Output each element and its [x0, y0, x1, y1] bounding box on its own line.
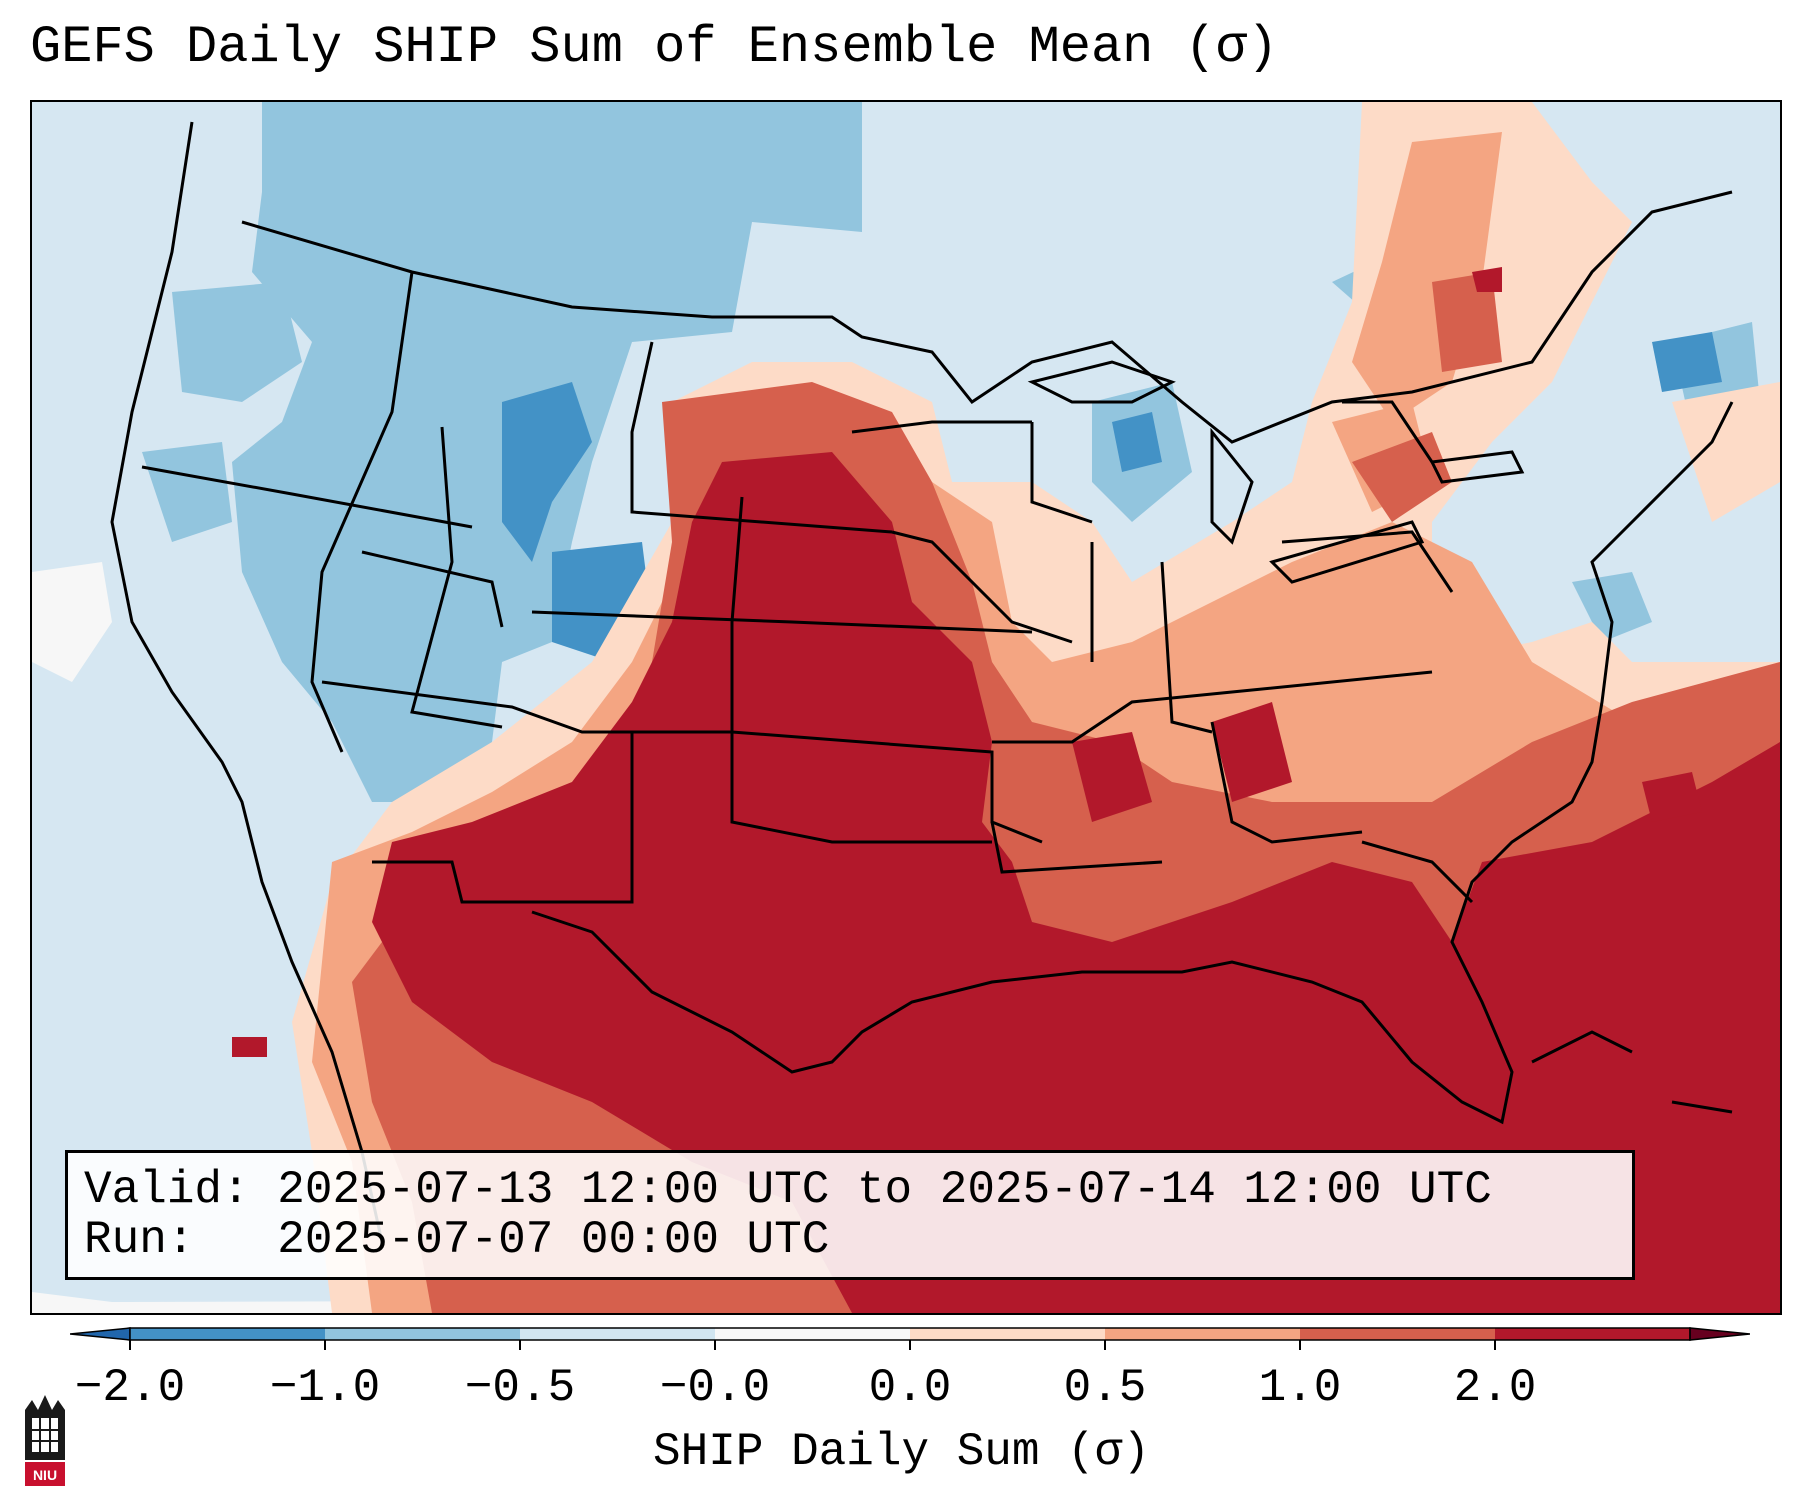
run-value: 2025-07-07 00:00 UTC [277, 1214, 830, 1266]
colorbar-segment [1495, 1328, 1690, 1340]
boundary-lines [110, 121, 1734, 1243]
colorbar [69, 1318, 1751, 1363]
colorbar-tick-label: −0.0 [659, 1362, 771, 1414]
colorbar-label: SHIP Daily Sum (σ) [653, 1426, 1150, 1478]
colorbar-segment [130, 1328, 325, 1340]
extreme-above-normal-region [232, 267, 1780, 1313]
niu-castle-icon: NIU [25, 1395, 65, 1486]
colorbar-tick-label: 0.5 [1063, 1362, 1147, 1414]
colorbar-tick-label: 2.0 [1453, 1362, 1537, 1414]
colorbar-segment [325, 1328, 520, 1340]
valid-row: Valid: 2025-07-13 12:00 UTC to 2025-07-1… [84, 1165, 1632, 1215]
valid-label: Valid: [84, 1164, 250, 1216]
map-title: GEFS Daily SHIP Sum of Ensemble Mean (σ) [30, 18, 1279, 77]
colorbar-segment [910, 1328, 1105, 1340]
colorbar-tick-label: −0.5 [464, 1362, 576, 1414]
colorbar-extend-low [69, 1327, 131, 1341]
colorbar-tick-label: 0.0 [868, 1362, 952, 1414]
colorbar-extend-high [1689, 1327, 1751, 1341]
ship-sigma-map [32, 102, 1780, 1313]
colorbar-tick-label: 1.0 [1258, 1362, 1342, 1414]
run-label: Run: [84, 1214, 195, 1266]
valid-value: 2025-07-13 12:00 UTC to 2025-07-14 12:00… [277, 1164, 1492, 1216]
colorbar-tick-label: −2.0 [74, 1362, 186, 1414]
run-row: Run: 2025-07-07 00:00 UTC [84, 1215, 1632, 1265]
map-panel [30, 100, 1782, 1315]
colorbar-segment [715, 1328, 910, 1340]
colorbar-segment [1105, 1328, 1300, 1340]
colorbar-segment [1300, 1328, 1495, 1340]
colorbar-svg [69, 1327, 1751, 1350]
colorbar-segment [520, 1328, 715, 1340]
niu-logo: NIU [20, 1390, 70, 1495]
valid-run-info-box: Valid: 2025-07-13 12:00 UTC to 2025-07-1… [65, 1150, 1635, 1280]
colorbar-tick-label: −1.0 [269, 1362, 381, 1414]
logo-text: NIU [33, 1467, 57, 1483]
